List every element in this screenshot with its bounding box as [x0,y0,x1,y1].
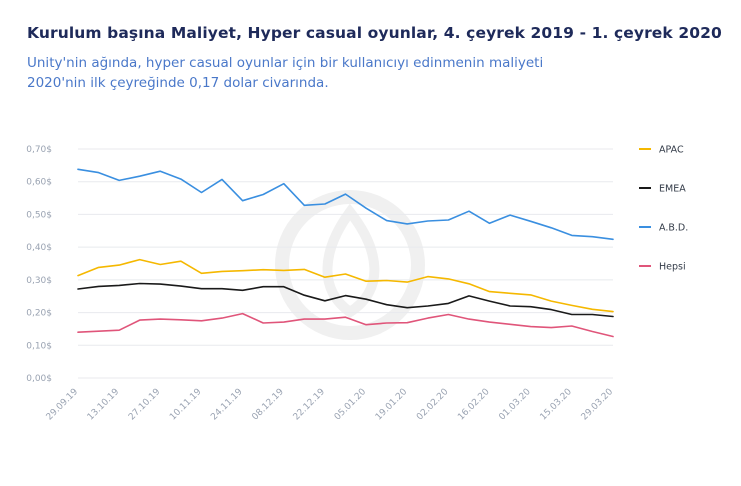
x-tick-label: 13.10.19 [86,387,122,423]
x-tick-label: 10.11.19 [168,387,204,423]
chart-title: Kurulum başına Maliyet, Hyper casual oyu… [27,24,722,42]
legend: APAC EMEA A.B.D. Hepsi [639,145,688,273]
x-tick-label: 02.02.20 [415,387,451,423]
x-tick-label: 29.09.19 [45,387,81,423]
x-tick-label: 19.01.20 [374,387,410,423]
legend-label: EMEA [659,184,686,195]
series-line [77,168,614,241]
x-tick-label: 05.01.20 [333,387,369,423]
y-tick-label: 0,40$ [26,243,52,253]
grid-lines [78,148,613,379]
series-lines [77,168,614,338]
x-axis-labels: 29.09.19 13.10.19 27.10.19 10.11.19 24.11.19… [45,387,616,423]
chart-subtitle: Unity'nin ağında, hyper casual oyunlar i… [27,53,587,93]
x-tick-label: 08.12.19 [250,387,286,423]
y-tick-label: 0,70$ [26,145,52,155]
x-tick-label: 27.10.19 [127,387,163,423]
series-line [77,282,614,318]
legend-label: Hepsi [659,262,686,273]
x-tick-label: 16.02.20 [456,387,492,423]
x-tick-label: 29.03.20 [580,387,616,423]
x-tick-label: 22.12.19 [292,387,328,423]
y-tick-label: 0,50$ [26,210,52,220]
x-tick-label: 15.03.20 [539,387,575,423]
y-tick-label: 0,30$ [26,276,52,286]
subtitle-line-2: 2020'nin ilk çeyreğinde 0,17 dolar civar… [27,75,329,91]
series-line [77,312,614,338]
legend-label: A.B.D. [659,223,688,234]
x-tick-label: 24.11.19 [209,387,245,423]
y-tick-label: 0,10$ [26,341,52,351]
y-axis-labels: 0,00$ 0,10$ 0,20$ 0,30$ 0,40$ 0,50$ 0,60$ 0,70$ [26,145,52,384]
y-tick-label: 0,20$ [26,309,52,319]
y-tick-label: 0,60$ [26,178,52,188]
y-tick-label: 0,00$ [26,374,52,384]
legend-label: APAC [659,145,684,156]
series-line [77,258,614,313]
subtitle-line-1: Unity'nin ağında, hyper casual oyunlar i… [27,55,544,71]
x-tick-label: 01.03.20 [497,387,533,423]
